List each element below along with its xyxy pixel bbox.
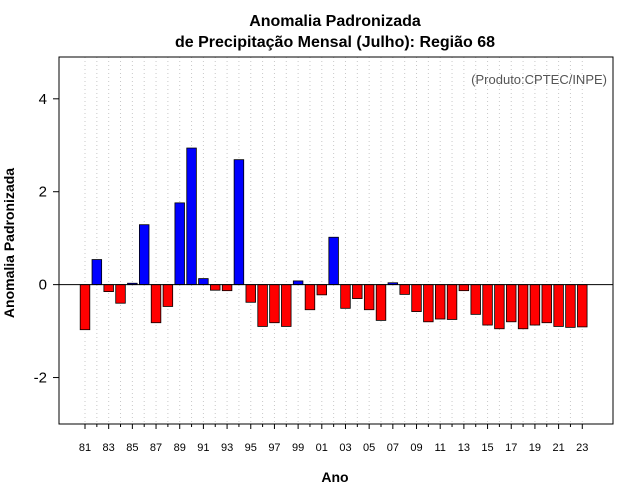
x-tick-label-19: 19: [529, 442, 541, 454]
bar-84: [115, 284, 126, 304]
source-annotation: (Produto:CPTEC/INPE): [471, 72, 607, 87]
x-tick-label-97: 97: [268, 442, 280, 454]
x-tick-label-09: 09: [410, 442, 422, 454]
bar-11: [434, 284, 446, 320]
bar-02: [328, 236, 339, 286]
bar-95: [245, 284, 256, 303]
plot-frame: [58, 56, 614, 425]
x-tick-label-85: 85: [126, 442, 138, 454]
x-tick-label-03: 03: [339, 442, 351, 454]
bar-18: [517, 284, 529, 330]
x-tick-label-07: 07: [387, 442, 399, 454]
x-tick-label-05: 05: [363, 442, 375, 454]
x-tick-label-83: 83: [103, 442, 115, 454]
bar-92: [210, 284, 221, 291]
y-axis-label: Anomalia Padronizada: [1, 168, 17, 318]
x-tick-label-99: 99: [292, 442, 304, 454]
x-tick-label-81: 81: [79, 442, 91, 454]
bar-10: [423, 284, 434, 323]
y-axis: -2 0 2 4: [34, 91, 59, 387]
y-tick-label: 0: [39, 277, 47, 294]
bar-94: [233, 159, 245, 286]
bar-13: [458, 284, 470, 292]
bar-00: [304, 284, 316, 311]
bar-06: [375, 284, 387, 321]
bar-88: [162, 284, 174, 307]
x-tick-label-11: 11: [434, 442, 445, 454]
chart-title-line-2: de Precipitação Mensal (Julho): Região 6…: [175, 34, 495, 51]
x-tick-label-21: 21: [552, 442, 564, 454]
bar-05: [363, 284, 375, 311]
x-tick-label-87: 87: [150, 442, 162, 454]
x-tick-label-01: 01: [316, 442, 328, 454]
x-tick-label-13: 13: [458, 442, 470, 454]
bars: [79, 147, 588, 331]
bar-19: [529, 284, 541, 326]
bar-96: [257, 284, 268, 327]
bar-12: [446, 284, 458, 320]
x-tick-label-91: 91: [197, 442, 209, 454]
bar-04: [352, 284, 363, 299]
bar-91: [198, 278, 209, 286]
x-tick-label-95: 95: [245, 442, 257, 454]
x-tick-label-23: 23: [576, 442, 588, 454]
bar-03: [340, 284, 351, 309]
bar-09: [411, 284, 422, 312]
bar-87: [150, 284, 162, 324]
y-tick-label: -2: [34, 370, 47, 387]
y-tick-label: 2: [39, 184, 47, 201]
y-tick-label: 4: [39, 91, 47, 108]
x-tick-label-89: 89: [174, 442, 186, 454]
bar-01: [316, 284, 328, 296]
bar-20: [541, 284, 552, 324]
bar-90: [186, 147, 197, 286]
x-tick-label-93: 93: [221, 442, 233, 454]
bar-23: [577, 284, 588, 328]
x-tick-label-17: 17: [505, 442, 517, 454]
bar-16: [494, 284, 505, 330]
bar-21: [553, 284, 564, 327]
x-axis: 81 83 85 87 89 91 93 95 97 99 01 03 05 07 09 11 13 15 17 19…: [79, 424, 588, 454]
bar-81: [79, 284, 91, 331]
bar-98: [281, 284, 292, 327]
bar-82: [91, 259, 103, 286]
bar-22: [565, 284, 576, 328]
bar-97: [269, 284, 280, 324]
bar-83: [103, 284, 114, 293]
bar-15: [482, 284, 493, 326]
bar-17: [506, 284, 517, 323]
bar-08: [399, 284, 410, 295]
x-tick-label-15: 15: [481, 442, 493, 454]
x-axis-label: Ano: [321, 469, 348, 485]
bar-14: [470, 284, 481, 315]
bar-89: [174, 202, 185, 286]
bar-86: [138, 224, 150, 286]
chart-title-line-1: Anomalia Padronizada: [249, 13, 421, 30]
bar-93: [221, 284, 233, 292]
bar-99: [292, 280, 304, 286]
